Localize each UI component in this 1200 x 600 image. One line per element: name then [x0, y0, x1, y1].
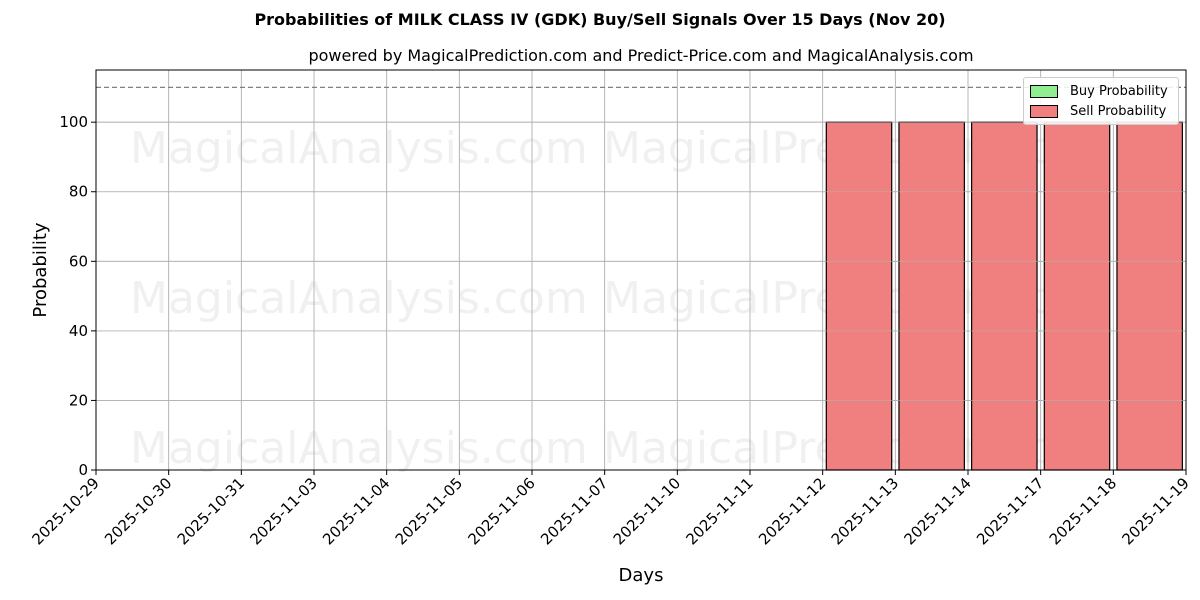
x-tick-label: 2025-11-17 [973, 474, 1047, 548]
watermark-text: MagicalAnalysis.com [130, 273, 588, 324]
bar-sell-probability [825, 121, 893, 471]
x-tick-label: 2025-11-13 [828, 474, 902, 548]
chart-title: Probabilities of MILK CLASS IV (GDK) Buy… [254, 10, 946, 29]
plot-frame [95, 69, 1187, 471]
x-tick-label: 2025-11-11 [682, 474, 756, 548]
y-tick-label: 80 [69, 183, 88, 201]
bar-sell-probability [1043, 121, 1111, 471]
legend-item-buy: Buy Probability [1030, 83, 1168, 99]
bars [825, 121, 1183, 471]
y-axis-label: Probability [30, 222, 51, 317]
y-tick-label: 40 [69, 322, 88, 340]
x-tick-label: 2025-11-04 [319, 474, 393, 548]
legend-item-sell: Sell Probability [1030, 103, 1166, 119]
legend: Buy Probability Sell Probability [1023, 77, 1179, 125]
x-tick-label: 2025-11-07 [537, 474, 611, 548]
x-tick-label: 2025-10-29 [28, 474, 102, 548]
x-axis: 2025-10-292025-10-302025-10-312025-11-03… [28, 470, 1193, 586]
bar-sell-probability [898, 121, 965, 471]
watermark-text: MagicalAnalysis.com [130, 423, 588, 474]
y-tick-label: 0 [78, 461, 88, 479]
x-tick-label: 2025-11-06 [464, 474, 538, 548]
legend-buy-label: Buy Probability [1070, 83, 1168, 99]
x-tick-label: 2025-10-30 [101, 474, 175, 548]
y-tick-label: 100 [59, 113, 88, 131]
y-axis: 0 20 40 60 80 100 Probability [30, 113, 96, 479]
y-tick-label: 60 [69, 252, 88, 270]
x-tick-label: 2025-11-14 [900, 474, 974, 548]
x-tick-label: 2025-11-18 [1046, 474, 1120, 548]
x-tick-label: 2025-11-19 [1118, 474, 1192, 548]
x-tick-label: 2025-11-10 [610, 474, 684, 548]
x-tick-label: 2025-10-31 [174, 474, 248, 548]
legend-sell-label: Sell Probability [1070, 103, 1167, 119]
x-tick-label: 2025-11-12 [755, 474, 829, 548]
x-tick-label: 2025-11-03 [246, 474, 320, 548]
x-tick-label: 2025-11-05 [392, 474, 466, 548]
bar-sell-probability [1116, 121, 1183, 471]
sell-swatch-icon [1030, 104, 1058, 118]
chart-subtitle: powered by MagicalPrediction.com and Pre… [308, 46, 974, 65]
y-tick-label: 20 [69, 391, 88, 409]
bar-sell-probability [971, 121, 1038, 471]
x-axis-label: Days [619, 565, 664, 586]
buy-swatch-icon [1030, 84, 1058, 98]
watermark-text: MagicalAnalysis.com [130, 123, 588, 174]
